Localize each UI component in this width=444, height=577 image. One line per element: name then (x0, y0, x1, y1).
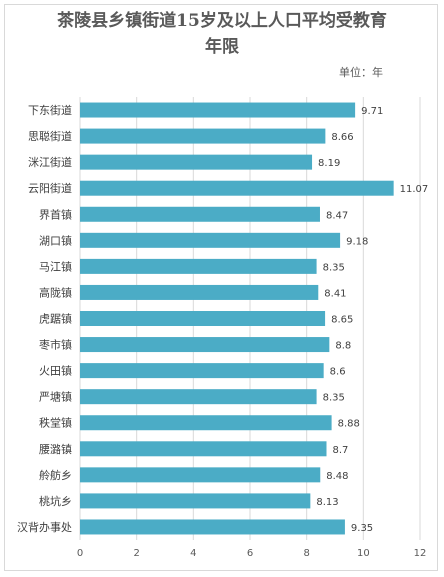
bar (80, 154, 313, 170)
category-label: 洣江街道 (28, 155, 72, 169)
bar (80, 206, 320, 222)
x-tick-labels: 0 2 4 6 8 10 12 (77, 548, 427, 559)
value-label: 8.65 (331, 315, 353, 326)
value-label: 8.48 (326, 471, 348, 482)
unit-label: 单位：年 (339, 66, 383, 79)
category-label: 秩堂镇 (39, 416, 72, 430)
bar (80, 180, 394, 196)
value-label: 11.07 (400, 184, 429, 195)
value-label: 9.18 (346, 236, 368, 247)
value-label: 8.88 (338, 419, 360, 430)
x-tick-label: 8 (303, 548, 309, 559)
value-label: 8.6 (330, 367, 346, 378)
bar (80, 128, 326, 144)
value-label: 8.47 (326, 210, 348, 221)
bar (80, 363, 324, 379)
chart-title: 茶陵县乡镇街道15岁及以上人口平均受教育 年限 (0, 8, 444, 60)
chart-title-line-1: 茶陵县乡镇街道15岁及以上人口平均受教育 (57, 11, 387, 31)
value-label: 8.41 (324, 288, 346, 299)
x-tick-label: 0 (77, 548, 83, 559)
category-label: 舲舫乡 (39, 468, 72, 482)
x-tick-label: 10 (357, 548, 370, 559)
value-label: 8.35 (323, 393, 345, 404)
bar (80, 493, 311, 509)
x-tick-label: 4 (190, 548, 196, 559)
bar (80, 232, 341, 248)
value-label: 9.71 (361, 106, 383, 117)
value-label: 8.7 (333, 445, 349, 456)
value-label: 8.13 (316, 497, 338, 508)
category-label: 马江镇 (39, 259, 72, 273)
bar (80, 441, 327, 457)
bar (80, 467, 321, 483)
category-label: 严塘镇 (39, 390, 72, 404)
category-label: 湖口镇 (39, 233, 72, 247)
bar (80, 102, 356, 118)
category-label: 云阳街道 (28, 181, 72, 195)
bar (80, 415, 332, 431)
value-label: 8.35 (323, 262, 345, 273)
category-label: 思聪街道 (28, 129, 72, 143)
category-label: 枣市镇 (39, 338, 72, 352)
value-label: 8.66 (331, 132, 353, 143)
category-label: 界首镇 (39, 207, 72, 221)
bar (80, 311, 326, 326)
value-label: 8.19 (318, 158, 340, 169)
chart-title-line-2: 年限 (205, 37, 239, 57)
category-label: 腰潞镇 (39, 442, 72, 456)
category-label: 桃坑乡 (39, 494, 72, 508)
x-tick-label: 2 (133, 548, 139, 559)
value-label: 8.8 (335, 341, 351, 352)
bars (80, 102, 394, 535)
value-label: 9.35 (351, 523, 373, 534)
bar (80, 258, 317, 274)
value-labels: 9.71 8.66 8.19 11.07 8.47 9.18 8.35 8.41 8.65 8.8… (316, 106, 428, 534)
category-label: 高陇镇 (39, 285, 72, 299)
category-label: 汉背办事处 (17, 520, 72, 534)
x-tick-label: 6 (247, 548, 253, 559)
bar (80, 519, 345, 535)
bar (80, 389, 317, 405)
category-label: 下东街道 (28, 103, 72, 117)
category-label: 火田镇 (39, 364, 72, 378)
category-label: 虎踞镇 (39, 312, 72, 326)
bar (80, 284, 319, 300)
x-tick-label: 12 (414, 548, 427, 559)
bar (80, 337, 330, 353)
category-labels: 下东街道思聪街道洣江街道云阳街道界首镇湖口镇马江镇高陇镇虎踞镇枣市镇火田镇严塘镇… (17, 103, 72, 534)
